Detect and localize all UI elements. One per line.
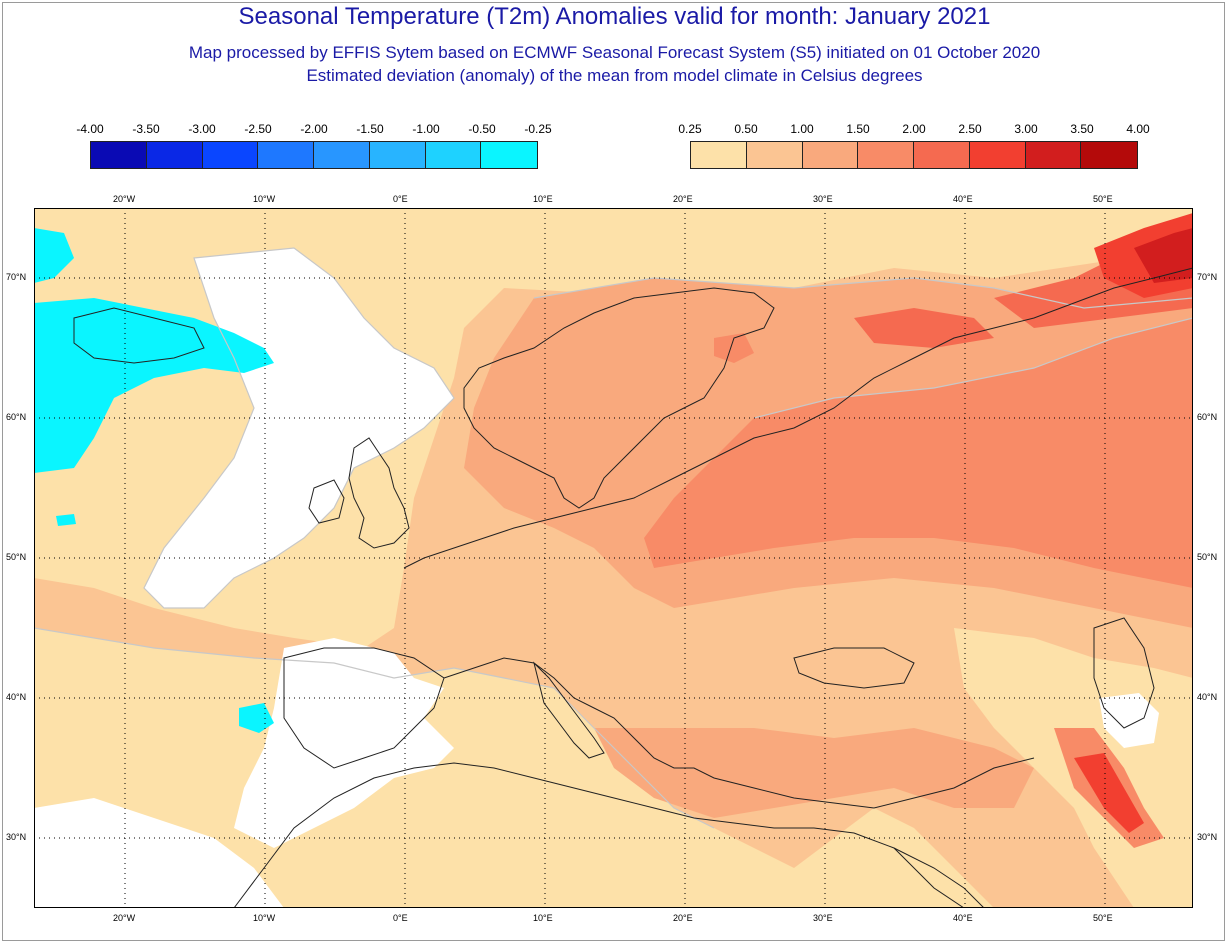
longitude-label: 30°E <box>813 194 833 204</box>
longitude-label: 0°E <box>393 913 408 923</box>
coastline-black-sea <box>793 647 915 689</box>
legend-swatch <box>858 142 914 168</box>
anomaly-field-neutral-atlantic <box>144 248 454 608</box>
contour-line-south <box>34 627 715 829</box>
legend-swatch <box>369 142 426 168</box>
anomaly-field-warm-scandinavia <box>714 333 754 363</box>
anomaly-map <box>34 208 1193 908</box>
longitude-label: 40°E <box>953 913 973 923</box>
legend-label: 3.00 <box>1014 122 1038 136</box>
coastline-continent <box>403 267 1193 569</box>
latitude-label: 50°N <box>1197 552 1218 562</box>
longitude-label: 10°E <box>533 194 553 204</box>
coastline-north-africa <box>233 762 985 908</box>
legend-label: 1.50 <box>846 122 870 136</box>
contour-line-atlantic <box>143 247 455 609</box>
map-title: Seasonal Temperature (T2m) Anomalies val… <box>238 3 991 30</box>
legend-label: -1.50 <box>356 122 384 136</box>
latitude-label: 70°N <box>6 272 27 282</box>
latitude-label: 30°N <box>1197 832 1218 842</box>
legend-swatch <box>202 142 259 168</box>
longitude-label: 20°E <box>673 913 693 923</box>
legend-positive-bar <box>690 141 1138 169</box>
longitude-label: 50°E <box>1093 913 1113 923</box>
anomaly-field-cold-greenland <box>34 228 74 283</box>
anomaly-field-cold-azores <box>239 703 274 733</box>
legend-swatch <box>1025 142 1082 168</box>
legend-label: -2.00 <box>300 122 328 136</box>
contour-line-russia <box>753 317 1193 419</box>
legend-label: 1.00 <box>790 122 814 136</box>
legend-label: -4.00 <box>76 122 104 136</box>
legend-label: 4.00 <box>1126 122 1150 136</box>
legend-swatch <box>481 142 537 168</box>
longitude-label: 20°W <box>113 194 136 204</box>
legend-swatch <box>969 142 1026 168</box>
anomaly-field-cold-iceland <box>34 298 274 473</box>
graticule-grid <box>34 208 1193 908</box>
legend-label: -0.50 <box>468 122 496 136</box>
legend-swatch <box>425 142 482 168</box>
anomaly-field-hot-iran <box>1074 753 1144 833</box>
longitude-label: 10°E <box>533 913 553 923</box>
legend-label: -1.00 <box>412 122 440 136</box>
legend-label: -3.50 <box>132 122 160 136</box>
coastline-ireland <box>308 479 345 524</box>
legend-swatch <box>691 142 747 168</box>
anomaly-field-cold-atlantic <box>56 514 76 526</box>
map-subtitle-description: Estimated deviation (anomaly) of the mea… <box>306 66 923 85</box>
legend-swatch <box>258 142 314 168</box>
coastline-red-sea <box>893 847 965 908</box>
map-subtitle-source: Map processed by EFFIS Sytem based on EC… <box>188 43 1041 62</box>
latitude-label: 50°N <box>6 552 27 562</box>
anomaly-field-neutral-iberia <box>234 638 454 848</box>
legend-label: 2.50 <box>958 122 982 136</box>
anomaly-field-warm-russia <box>644 318 1193 588</box>
legend-label: 3.50 <box>1070 122 1094 136</box>
longitude-label: 50°E <box>1093 194 1113 204</box>
longitude-label: 10°W <box>253 913 276 923</box>
coastline-mediterranean <box>443 657 1035 809</box>
longitude-label: 0°E <box>393 194 408 204</box>
coastline-iceland <box>73 307 205 364</box>
anomaly-field-very-hot-arctic <box>1134 228 1193 283</box>
legend-swatch <box>746 142 803 168</box>
legend-swatch <box>914 142 970 168</box>
coastline-iberia <box>283 647 445 769</box>
legend-label: 2.00 <box>902 122 926 136</box>
legend-swatch <box>91 142 147 168</box>
legend-label: -0.25 <box>524 122 552 136</box>
longitude-label: 20°E <box>673 194 693 204</box>
anomaly-field-neutral-africa <box>34 798 284 908</box>
legend-label: 0.50 <box>734 122 758 136</box>
anomaly-field-warm-kola <box>854 308 994 348</box>
latitude-label: 70°N <box>1197 272 1218 282</box>
legend-label: -2.50 <box>244 122 272 136</box>
latitude-label: 30°N <box>6 832 27 842</box>
coastline-caspian <box>1093 617 1155 729</box>
legend-label: 0.25 <box>678 122 702 136</box>
legend-swatch <box>314 142 370 168</box>
longitude-label: 30°E <box>813 913 833 923</box>
latitude-label: 60°N <box>1197 412 1218 422</box>
latitude-label: 40°N <box>6 692 27 702</box>
latitude-label: 60°N <box>6 412 27 422</box>
legend-swatch <box>146 142 203 168</box>
legend-swatch <box>802 142 859 168</box>
anomaly-field-neutral-caspian <box>1099 693 1159 748</box>
longitude-label: 20°W <box>113 913 136 923</box>
legend-negative-bar <box>90 141 538 169</box>
coastline-great-britain <box>348 437 410 549</box>
coastline-scandinavia <box>463 287 775 509</box>
coastline-italy <box>533 661 605 759</box>
map-border <box>34 208 1193 908</box>
latitude-label: 40°N <box>1197 692 1218 702</box>
legend-label: -3.00 <box>188 122 216 136</box>
legend-swatch <box>1081 142 1137 168</box>
longitude-label: 10°W <box>253 194 276 204</box>
longitude-label: 40°E <box>953 194 973 204</box>
